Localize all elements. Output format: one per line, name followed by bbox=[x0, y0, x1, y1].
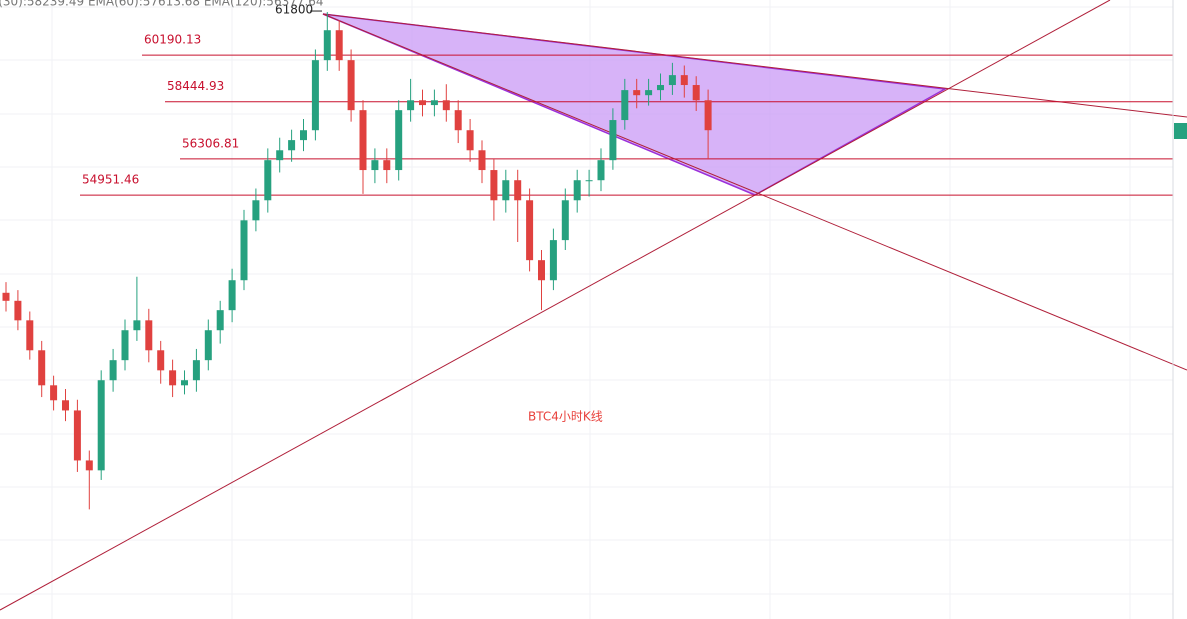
price-level-label: 56306.81 bbox=[182, 136, 239, 150]
candle-body bbox=[395, 110, 403, 171]
candle-body bbox=[97, 380, 105, 471]
candle-body bbox=[609, 120, 617, 161]
candle-body bbox=[478, 150, 486, 171]
candle-body bbox=[490, 170, 498, 201]
candle-body bbox=[538, 260, 545, 281]
candle-body bbox=[561, 200, 569, 241]
candle-body bbox=[276, 150, 284, 161]
candle-body bbox=[252, 200, 260, 221]
candle-body bbox=[145, 320, 153, 351]
indicator-legend: A(30):58239.49 EMA(60):57613.68 EMA(120)… bbox=[0, 0, 324, 9]
candle-body bbox=[85, 460, 93, 471]
candle-body bbox=[73, 410, 81, 461]
candle-body bbox=[26, 320, 34, 351]
candle-body bbox=[50, 385, 58, 401]
candle-body bbox=[454, 110, 462, 131]
candle-body bbox=[121, 330, 129, 361]
candle-body bbox=[359, 110, 367, 171]
candle-body bbox=[14, 300, 22, 321]
last-price-tag bbox=[1174, 123, 1187, 139]
candle-body bbox=[419, 100, 426, 106]
candle-body bbox=[645, 90, 653, 96]
candle-body bbox=[109, 360, 117, 381]
chart-title: BTC4小时K线 bbox=[528, 410, 603, 424]
candle-body bbox=[133, 320, 141, 331]
candle-body bbox=[288, 140, 296, 151]
candle-body bbox=[597, 160, 605, 181]
candle-body bbox=[657, 85, 664, 91]
candle-body bbox=[38, 350, 46, 386]
price-level-label: 60190.13 bbox=[144, 33, 201, 47]
candle-body bbox=[692, 85, 700, 101]
trendline bbox=[322, 13, 1187, 371]
candle-body bbox=[383, 160, 391, 171]
candle-body bbox=[442, 100, 450, 111]
candle-body bbox=[621, 90, 629, 121]
candle-body bbox=[407, 100, 415, 111]
price-level-label: 54951.46 bbox=[82, 173, 139, 187]
candle-body bbox=[514, 180, 522, 201]
candle-body bbox=[430, 100, 438, 106]
trendline bbox=[322, 13, 1187, 118]
candle-body bbox=[347, 60, 355, 111]
candle-body bbox=[573, 180, 581, 201]
candle-body bbox=[526, 200, 534, 261]
candle-body bbox=[549, 240, 557, 281]
candle-body bbox=[704, 100, 712, 131]
candle-body bbox=[668, 75, 676, 86]
candle-body bbox=[2, 292, 10, 301]
candle-body bbox=[157, 350, 165, 371]
candle-body bbox=[62, 400, 69, 411]
candle-body bbox=[585, 180, 593, 182]
candle-body bbox=[502, 180, 510, 201]
candle-body bbox=[680, 75, 688, 86]
candle-body bbox=[192, 360, 200, 381]
candle-body bbox=[228, 280, 236, 311]
candle-body bbox=[216, 310, 224, 331]
candle-body bbox=[371, 160, 379, 171]
candle-body bbox=[466, 130, 474, 151]
price-level-label: 58444.93 bbox=[167, 79, 224, 93]
candle-body bbox=[204, 330, 212, 361]
candle-body bbox=[169, 370, 177, 386]
candle-body bbox=[300, 130, 307, 141]
candle-body bbox=[335, 30, 343, 61]
candle-body bbox=[264, 160, 272, 201]
candle-body bbox=[633, 90, 641, 96]
candle-body bbox=[311, 60, 319, 131]
candle-body bbox=[240, 220, 248, 281]
candle-body bbox=[323, 30, 331, 61]
candle-body bbox=[181, 380, 188, 386]
peak-label: 61800 bbox=[275, 3, 313, 17]
